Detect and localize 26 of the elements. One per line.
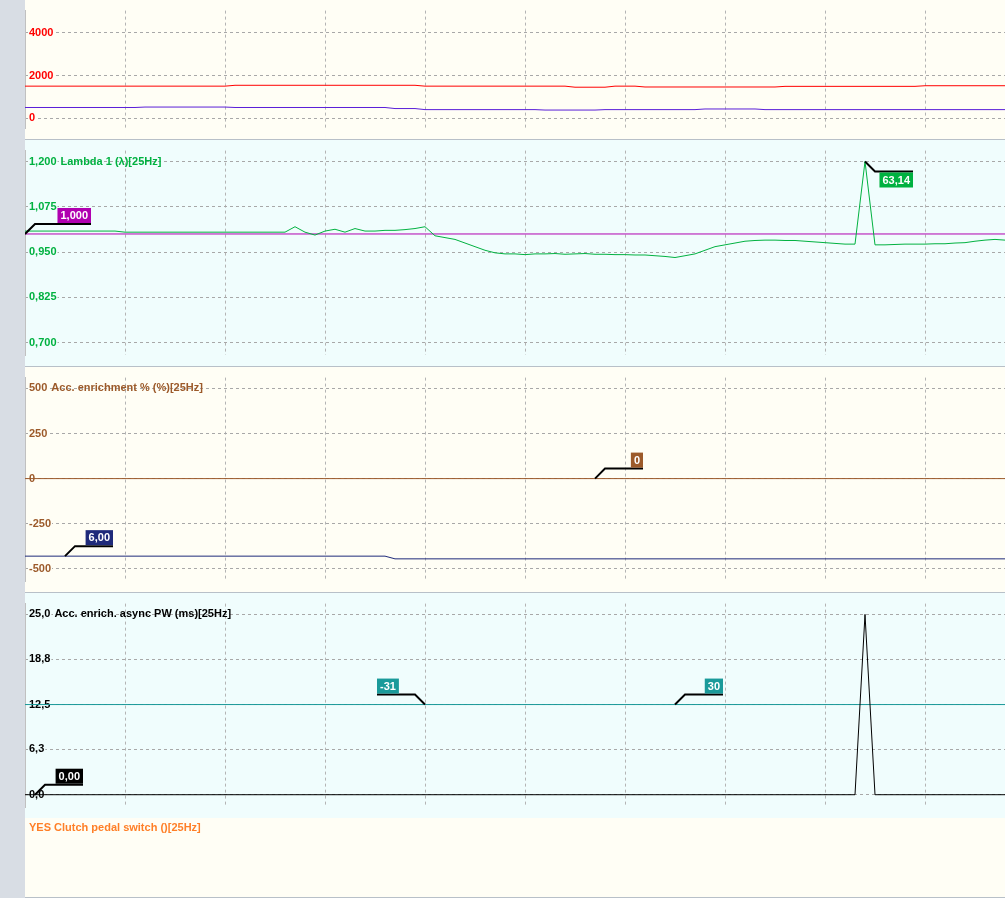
y-tick-label: 1,200 — [29, 154, 57, 167]
annotation: 30 — [707, 679, 721, 692]
y-tick-label: 1,075 — [29, 199, 57, 212]
y-tick-label: 18,8 — [29, 652, 51, 665]
chart-title: Lambda 1 (λ)[25Hz] — [60, 154, 162, 167]
annotation: 0,00 — [58, 769, 81, 782]
chart-title: Acc. enrich. async PW (ms)[25Hz] — [54, 607, 232, 620]
y-tick-label: -500 — [29, 561, 52, 574]
y-tick-label: 250 — [29, 426, 48, 439]
y-tick-label: 0,950 — [29, 245, 57, 258]
y-tick-label: 500 — [29, 381, 48, 394]
annotation: -31 — [380, 679, 396, 692]
annotation: 1,000 — [60, 209, 88, 221]
chart-title: Acc. enrichment % (%)[25Hz] — [51, 381, 204, 394]
text: YES Clutch pedal switch ()[25Hz] — [29, 821, 202, 833]
y-tick-label: 2000 — [29, 68, 54, 81]
y-tick-label: 0,825 — [29, 290, 57, 303]
y-tick-label: 0,700 — [29, 335, 57, 348]
annotation: 63,14 — [882, 173, 911, 186]
y-tick-label: 4000 — [29, 25, 54, 38]
annotation: 6,00 — [88, 531, 111, 544]
y-tick-label: 25,0 — [29, 607, 51, 620]
annotation: 0 — [633, 453, 641, 466]
y-tick-label: 6,3 — [29, 742, 45, 755]
y-tick-label: -250 — [29, 516, 52, 529]
y-tick-label: 0 — [29, 111, 36, 124]
